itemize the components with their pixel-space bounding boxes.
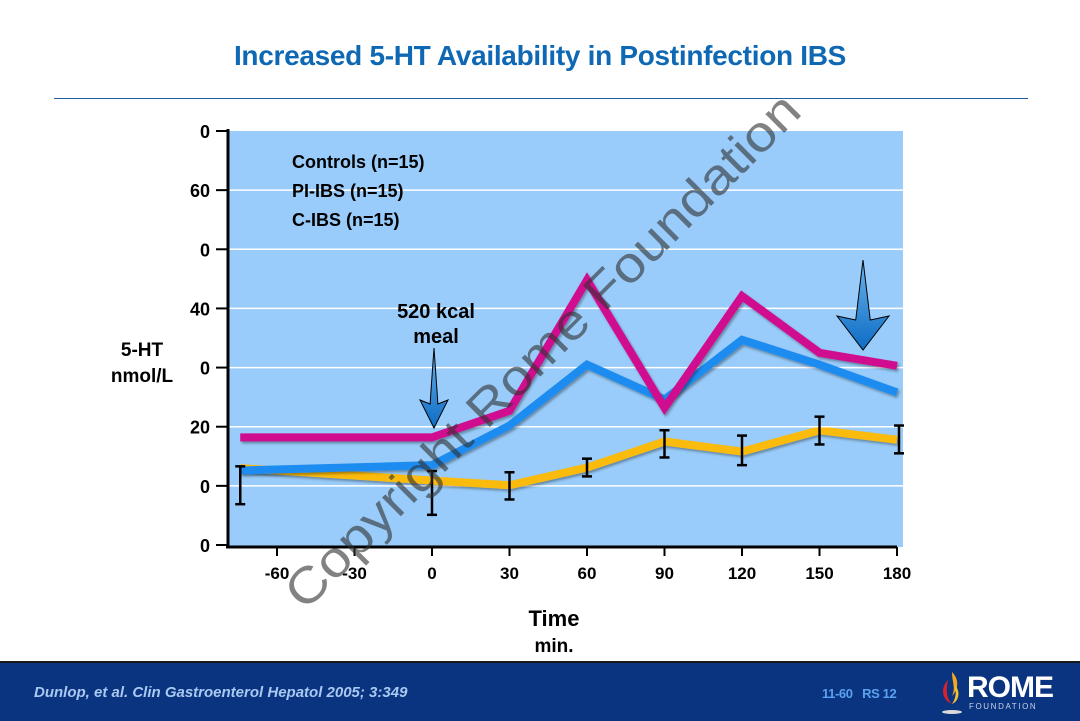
error-bar — [582, 457, 592, 478]
series-line-pi-ibs — [240, 272, 898, 442]
annotation-text: 520 kcal — [397, 301, 475, 323]
y-tick-label: 60 — [190, 181, 210, 201]
y-tick-label: 0 — [200, 536, 210, 556]
legend-label: Controls (n=15) — [292, 152, 425, 172]
highlight-annotation — [835, 259, 891, 351]
x-tick-label: 60 — [578, 564, 597, 583]
x-tick-label: 90 — [655, 564, 674, 583]
error-bars — [235, 415, 904, 517]
y-tick-label: 40 — [190, 299, 210, 319]
line-chart: 0 0 20 0 40 0 60 0 -60 -30 0 30 60 90 120 150 180 Contr… — [111, 82, 911, 657]
footer-border — [0, 661, 1080, 663]
legend-label: PI-IBS (n=15) — [292, 181, 404, 201]
x-axis-label: Time — [529, 606, 580, 631]
error-bar — [659, 429, 670, 459]
footer-bar — [0, 663, 1080, 721]
series-line-controls — [240, 335, 899, 475]
x-tick-label: 0 — [427, 564, 436, 583]
x-tick-label: 120 — [728, 564, 756, 583]
y-tick-label: 20 — [190, 418, 210, 438]
y-axis-unit: nmol/L — [111, 366, 174, 387]
slide-title: Increased 5-HT Availability in Postinfec… — [233, 40, 847, 71]
series-lines — [239, 272, 899, 490]
down-arrow-icon — [835, 259, 891, 351]
error-bar — [235, 465, 246, 506]
y-tick-label: 0 — [200, 240, 210, 260]
error-bar — [737, 434, 747, 467]
y-tick-label: 0 — [200, 359, 210, 379]
logo-wordmark: ROME — [967, 671, 1054, 704]
x-tick-label: -60 — [265, 564, 290, 583]
annotations: 520 kcal meal — [397, 259, 891, 430]
slide-id: 11-60 RS 12 — [822, 686, 897, 701]
y-tick-label: 0 — [200, 477, 210, 497]
x-tick-label: -30 — [342, 564, 367, 583]
title-divider — [54, 98, 1028, 99]
y-tick-label: 0 — [200, 122, 210, 142]
legend-label: C-IBS (n=15) — [292, 210, 400, 230]
legend: Controls (n=15) PI-IBS (n=15) C-IBS (n=15) — [243, 152, 425, 230]
annotation-text: meal — [413, 326, 459, 348]
error-bar — [894, 424, 904, 455]
series-line-c-ibs — [239, 426, 898, 490]
logo-subtitle: FOUNDATION — [969, 702, 1038, 711]
x-tick-label: 150 — [805, 564, 833, 583]
error-bar — [504, 471, 515, 501]
flame-icon — [942, 672, 962, 714]
x-axis-unit: min. — [534, 636, 573, 657]
gridlines — [228, 189, 903, 487]
citation: Dunlop, et al. Clin Gastroenterol Hepato… — [34, 684, 408, 701]
y-axis-ticks: 0 0 20 0 40 0 60 0 — [190, 122, 228, 556]
x-tick-label: 180 — [883, 564, 911, 583]
down-arrow-icon — [418, 347, 450, 430]
error-bar — [427, 469, 437, 517]
meal-annotation: 520 kcal meal — [397, 301, 475, 430]
x-tick-label: 30 — [500, 564, 519, 583]
error-bar — [814, 415, 825, 446]
y-axis-label: 5-HT — [121, 340, 164, 361]
